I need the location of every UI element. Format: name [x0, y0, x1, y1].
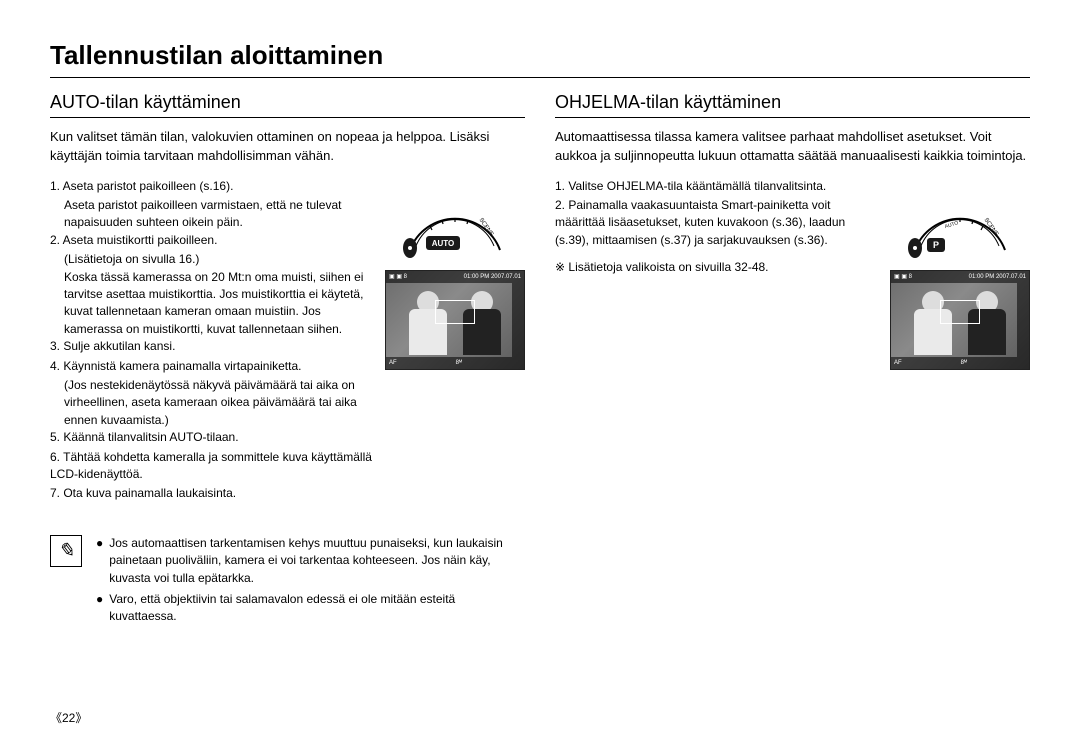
step-6: 6. Tähtää kohdetta kameralla ja sommitte… [50, 449, 375, 484]
dial-auto-label: AUTO [432, 239, 455, 248]
step-2: 2. Aseta muistikortti paikoilleen. [50, 232, 375, 249]
note-icon: ✎ [50, 535, 82, 567]
lcd-bot-mid: 8ᴹ [456, 360, 462, 366]
page-number: 《22》 [50, 709, 87, 726]
program-section-heading: OHJELMA-tilan käyttäminen [555, 92, 1030, 118]
program-steps: 1. Valitse OHJELMA-tila kääntämällä tila… [555, 178, 880, 277]
lcd-side-icons [1017, 283, 1029, 357]
note-1: Jos automaattisen tarkentamisen kehys mu… [109, 535, 525, 587]
step-4-sub: (Jos nestekidenäytössä näkyvä päivämäärä… [50, 377, 375, 429]
lcd-top-right: 01:00 PM 2007.07.01 [464, 274, 521, 280]
program-steps-row: 1. Valitse OHJELMA-tila kääntämällä tila… [555, 178, 1030, 370]
step-1: 1. Aseta paristot paikoilleen (s.16). [50, 178, 375, 195]
lcd-focus-box-icon [435, 300, 475, 324]
left-column: AUTO-tilan käyttäminen Kun valitset tämä… [50, 92, 525, 630]
note-block: ✎ ●Jos automaattisen tarkentamisen kehys… [50, 535, 525, 630]
bullet-icon: ● [96, 591, 103, 626]
step-7: 7. Ota kuva painamalla laukaisinta. [50, 485, 375, 502]
lcd-top-left: ▣ ▣ 8 [389, 273, 407, 280]
bullet-icon: ● [96, 535, 103, 587]
note-list: ●Jos automaattisen tarkentamisen kehys m… [96, 535, 525, 630]
lcd-preview-program: ▣ ▣ 8 01:00 PM 2007.07.01 AF 8ᴹ [890, 270, 1030, 370]
step-5: 5. Käännä tilanvalitsin AUTO-tilaan. [50, 429, 375, 446]
lcd-bot-left: AF [389, 360, 397, 366]
lcd-focus-box-icon [940, 300, 980, 324]
step-2-sub-a: (Lisätietoja on sivulla 16.) [50, 251, 375, 268]
step-2-sub-b: Koska tässä kamerassa on 20 Mt:n oma mui… [50, 269, 375, 339]
pstep-2: 2. Painamalla vaakasuuntaista Smart-pain… [555, 197, 880, 249]
step-1-sub: Aseta paristot paikoilleen varmistaen, e… [50, 197, 375, 232]
lcd-side-icons [512, 283, 524, 357]
lcd-top-right: 01:00 PM 2007.07.01 [969, 274, 1026, 280]
lcd-preview-auto: ▣ ▣ 8 01:00 PM 2007.07.01 AF 8ᴹ [385, 270, 525, 370]
program-figures: P AUTO SCENE ▣ ▣ 8 01:00 PM 2007.07.01 [890, 178, 1030, 370]
mode-dial-program-icon: P AUTO SCENE [905, 178, 1015, 260]
program-extra: ※ Lisätietoja valikoista on sivuilla 32-… [555, 260, 769, 274]
auto-steps-row: 1. Aseta paristot paikoilleen (s.16). As… [50, 178, 525, 505]
auto-steps: 1. Aseta paristot paikoilleen (s.16). As… [50, 178, 375, 505]
auto-figures: AUTO SCENE ▣ ▣ 8 01:00 PM 2007.07.01 [385, 178, 525, 370]
auto-section-heading: AUTO-tilan käyttäminen [50, 92, 525, 118]
page-title: Tallennustilan aloittaminen [50, 40, 1030, 78]
auto-intro-text: Kun valitset tämän tilan, valokuvien ott… [50, 128, 525, 166]
program-intro-text: Automaattisessa tilassa kamera valitsee … [555, 128, 1030, 166]
right-column: OHJELMA-tilan käyttäminen Automaattisess… [555, 92, 1030, 630]
two-column-layout: AUTO-tilan käyttäminen Kun valitset tämä… [50, 92, 1030, 630]
lcd-bot-left: AF [894, 360, 902, 366]
note-2: Varo, että objektiivin tai salamavalon e… [109, 591, 525, 626]
lcd-top-left: ▣ ▣ 8 [894, 273, 912, 280]
step-3: 3. Sulje akkutilan kansi. [50, 338, 375, 355]
mode-dial-auto-icon: AUTO SCENE [400, 178, 510, 260]
dial-p-label: P [933, 240, 939, 250]
step-4: 4. Käynnistä kamera painamalla virtapain… [50, 358, 375, 375]
pstep-1: 1. Valitse OHJELMA-tila kääntämällä tila… [555, 178, 880, 195]
lcd-bot-mid: 8ᴹ [961, 360, 967, 366]
